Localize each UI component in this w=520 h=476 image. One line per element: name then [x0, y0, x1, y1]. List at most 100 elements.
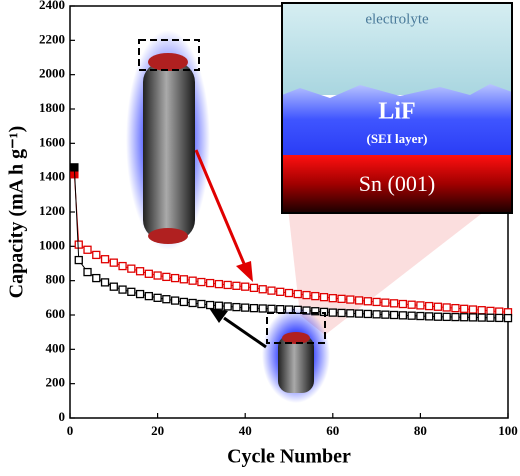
data-point	[109, 282, 118, 291]
data-point	[241, 282, 250, 291]
x-tick-label: 20	[151, 423, 164, 438]
data-point	[83, 267, 92, 277]
data-point	[460, 313, 469, 322]
data-point	[486, 306, 495, 316]
y-tick-label: 1800	[39, 100, 65, 115]
data-point	[162, 272, 171, 282]
data-point	[74, 240, 83, 249]
data-point	[162, 295, 171, 304]
x-tick-label: 0	[67, 423, 74, 438]
data-point	[363, 309, 372, 319]
data-point	[425, 301, 434, 311]
data-point	[74, 255, 83, 265]
data-point	[170, 296, 180, 305]
data-point	[398, 299, 408, 309]
data-point	[477, 313, 486, 322]
data-point	[503, 313, 513, 323]
data-point	[267, 286, 276, 295]
inset-label: electrolyte	[365, 11, 429, 27]
data-point	[127, 287, 136, 296]
data-point	[276, 287, 285, 296]
data-point	[153, 293, 162, 302]
data-point	[319, 292, 329, 302]
data-point	[118, 261, 127, 271]
data-point	[188, 276, 197, 285]
data-point	[214, 279, 224, 289]
data-point	[337, 294, 346, 304]
y-axis-label: Capacity (mA h g⁻¹)	[6, 126, 28, 299]
data-point	[398, 311, 408, 320]
data-point	[83, 245, 92, 254]
data-point	[372, 310, 381, 319]
inset: electrolyte LiF (SEI layer) Sn (001)	[281, 2, 513, 214]
data-point	[354, 296, 364, 305]
data-point	[433, 312, 443, 321]
data-point	[416, 311, 425, 321]
y-tick-label: 2400	[39, 0, 65, 12]
data-point	[442, 303, 451, 312]
inset-label: Sn (001)	[359, 171, 435, 196]
data-point	[372, 297, 381, 307]
y-tick-label: 1400	[39, 169, 65, 184]
y-tick-label: 0	[59, 409, 66, 424]
data-point	[328, 294, 337, 303]
data-point	[442, 312, 451, 322]
data-point	[346, 295, 355, 304]
data-point	[241, 303, 250, 312]
data-point	[109, 258, 118, 267]
data-point	[249, 303, 259, 313]
data-point	[451, 312, 460, 322]
arrows	[194, 149, 267, 349]
data-point	[389, 310, 399, 320]
data-point	[214, 301, 224, 310]
data-point	[232, 281, 241, 290]
data-point	[249, 283, 259, 293]
data-point	[144, 269, 153, 278]
data-point	[407, 311, 416, 320]
y-tick-label: 600	[46, 306, 66, 321]
data-point	[100, 255, 110, 264]
data-point	[284, 288, 294, 298]
data-point	[468, 313, 478, 322]
data-point	[460, 304, 469, 313]
data-point	[477, 306, 486, 315]
data-point	[179, 297, 189, 307]
inset-label: LiF	[378, 99, 415, 125]
data-point	[416, 301, 425, 310]
data-point	[381, 298, 390, 307]
data-point	[328, 308, 337, 317]
data-point	[311, 291, 320, 301]
x-tick-label: 40	[239, 423, 252, 438]
data-point	[311, 307, 320, 316]
data-point	[179, 275, 189, 284]
x-tick-label: 100	[498, 423, 518, 438]
y-tick-label: 400	[46, 340, 66, 355]
y-tick-label: 1600	[39, 134, 65, 149]
y-tick-label: 2200	[39, 31, 65, 46]
data-point	[232, 302, 241, 312]
data-point	[70, 163, 79, 172]
data-point	[337, 308, 346, 318]
data-point	[363, 297, 372, 306]
data-point	[197, 277, 206, 287]
data-point	[381, 310, 390, 319]
data-point	[433, 302, 443, 311]
y-tick-label: 800	[46, 272, 66, 287]
data-point	[389, 299, 399, 308]
data-point	[206, 278, 215, 288]
data-point	[118, 285, 127, 294]
data-point	[135, 267, 145, 276]
data-point	[92, 273, 101, 283]
data-point	[346, 309, 355, 318]
y-tick-label: 2000	[39, 66, 65, 81]
x-axis-label: Cycle Number	[227, 446, 351, 468]
data-point	[144, 291, 153, 301]
data-point	[425, 312, 434, 321]
data-point	[206, 300, 215, 310]
x-tick-label: 80	[414, 423, 427, 438]
y-tick-label: 1000	[39, 237, 65, 252]
y-tick-label: 200	[46, 375, 66, 390]
data-point	[468, 305, 478, 314]
data-point	[188, 298, 197, 308]
data-point	[258, 304, 267, 313]
